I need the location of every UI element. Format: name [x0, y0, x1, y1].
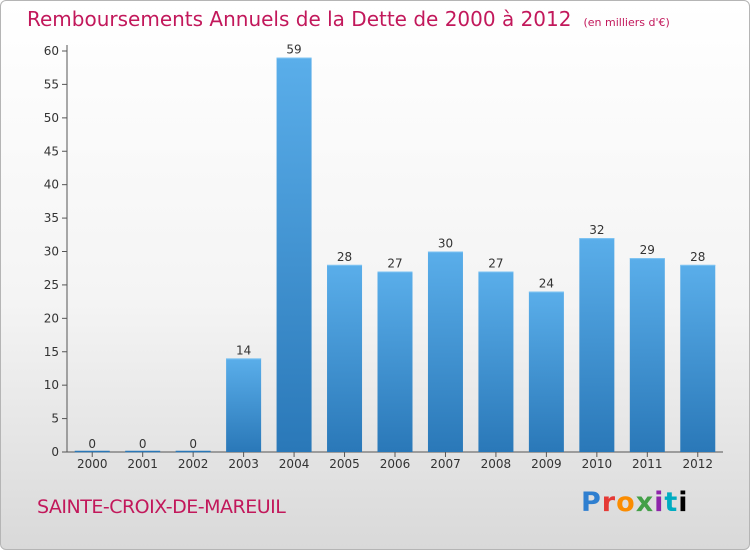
bar	[226, 358, 262, 452]
x-tick-label: 2004	[279, 457, 310, 471]
data-label: 59	[286, 43, 301, 57]
data-label: 29	[640, 243, 655, 257]
x-tick-label: 2012	[682, 457, 713, 471]
chart-subtitle: (en milliers d'€)	[583, 16, 670, 29]
logo-letter: r	[601, 487, 617, 518]
bar	[528, 291, 564, 452]
bar	[579, 238, 615, 452]
data-label: 32	[589, 223, 604, 237]
y-tick-label: 35	[44, 211, 59, 225]
data-label: 14	[236, 343, 251, 357]
bar	[478, 271, 514, 452]
logo-letter: x	[635, 487, 655, 518]
bar	[629, 258, 665, 452]
y-tick-label: 10	[44, 378, 59, 392]
x-tick-label: 2008	[481, 457, 512, 471]
logo-letter: o	[616, 487, 636, 518]
y-tick-label: 55	[44, 77, 59, 91]
x-tick-label: 2001	[127, 457, 158, 471]
bar	[276, 57, 312, 452]
x-tick-label: 2007	[430, 457, 461, 471]
bar	[680, 264, 716, 452]
bar	[427, 251, 463, 452]
data-label: 27	[488, 257, 503, 271]
x-tick-label: 2011	[632, 457, 663, 471]
chart-title: Remboursements Annuels de la Dette de 20…	[27, 7, 670, 31]
y-tick-label: 25	[44, 278, 59, 292]
x-tick-label: 2005	[329, 457, 360, 471]
proxiti-logo: Proxiti	[581, 487, 689, 518]
x-tick-label: 2006	[380, 457, 411, 471]
data-label: 0	[189, 437, 197, 451]
y-tick-label: 15	[44, 345, 59, 359]
x-tick-label: 2003	[228, 457, 259, 471]
data-label: 28	[690, 250, 705, 264]
x-tick-label: 2000	[77, 457, 108, 471]
y-tick-label: 30	[44, 245, 59, 259]
data-label: 0	[139, 437, 147, 451]
commune-name: SAINTE-CROIX-DE-MAREUIL	[37, 496, 286, 518]
logo-letter: t	[664, 487, 679, 518]
y-tick-label: 45	[44, 144, 59, 158]
data-label: 27	[387, 257, 402, 271]
y-tick-label: 60	[44, 44, 59, 58]
data-label: 30	[438, 237, 453, 251]
y-tick-label: 0	[51, 445, 59, 459]
x-tick-label: 2002	[178, 457, 209, 471]
logo-letter: i	[654, 487, 665, 518]
bar	[327, 264, 363, 452]
y-tick-label: 20	[44, 311, 59, 325]
x-tick-label: 2010	[582, 457, 613, 471]
x-tick-label: 2009	[531, 457, 562, 471]
y-tick-label: 50	[44, 111, 59, 125]
data-label: 28	[337, 250, 352, 264]
data-label: 24	[539, 277, 554, 291]
logo-letter: P	[581, 487, 602, 518]
data-label: 0	[88, 437, 96, 451]
y-tick-label: 40	[44, 178, 59, 192]
y-tick-label: 5	[51, 412, 59, 426]
logo-letter: i	[678, 487, 689, 518]
bar	[377, 271, 413, 452]
title-text: Remboursements Annuels de la Dette de 20…	[27, 7, 572, 31]
